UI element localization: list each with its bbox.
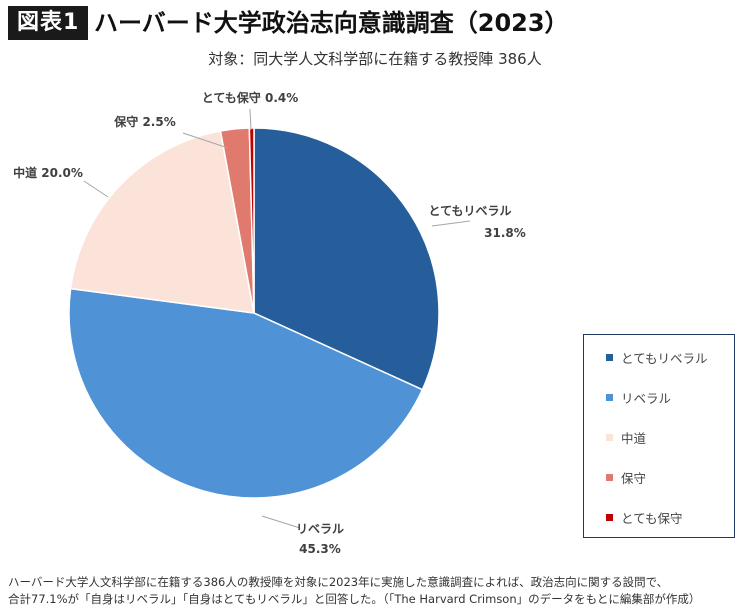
leader-line-very-conservative xyxy=(249,108,252,131)
figure-badge: 図表1 xyxy=(8,6,89,40)
chart-legend: とてもリベラル リベラル中道保守とても保守 xyxy=(583,334,735,538)
category-label-liberal: リベラル xyxy=(296,522,344,536)
legend-swatch-moderate xyxy=(606,433,613,441)
legend-swatch-very-liberal xyxy=(606,353,613,361)
leader-line-conservative xyxy=(182,132,229,149)
chart-title: ハーバード大学政治志向意識調査（2023） xyxy=(94,9,569,37)
leader-line-very-liberal xyxy=(431,220,471,227)
legend-item-conservative: 保守 xyxy=(606,467,646,487)
legend-item-very-liberal: とてもリベラル xyxy=(606,347,708,367)
legend-label-very-conservative: とても保守 xyxy=(621,510,683,526)
legend-item-moderate: 中道 xyxy=(606,427,646,447)
legend-label-liberal: リベラル xyxy=(621,390,672,406)
value-label-very-liberal: 31.8% xyxy=(484,226,526,240)
legend-swatch-liberal xyxy=(606,393,613,401)
footnote: ハーバード大学人文科学部に在籍する386人の教授陣を対象に2023年に実施した意… xyxy=(8,574,748,608)
leader-line-liberal xyxy=(261,515,301,529)
chart-subtitle: 対象：同大学人文科学部に在籍する教授陣 386人 xyxy=(208,50,542,68)
leader-line-moderate xyxy=(83,180,109,198)
data-label-moderate: 中道 20.0% xyxy=(13,165,83,180)
value-label-liberal: 45.3% xyxy=(299,542,341,556)
pie-slice-very-liberal xyxy=(253,127,440,391)
pie-chart: とてもリベラル 31.8% リベラル 45.3% 中道 20.0% 保守 2.5% とても保… xyxy=(13,90,526,556)
legend-label-moderate: 中道 xyxy=(621,430,647,446)
data-label-conservative: 保守 2.5% xyxy=(113,114,175,129)
legend-swatch-very-conservative xyxy=(606,513,613,521)
legend-label-very-liberal: とてもリベラル xyxy=(621,350,708,366)
legend-item-liberal: リベラル xyxy=(606,387,671,407)
pie-slice-very-conservative xyxy=(248,127,255,314)
footnote-line-1: ハーバード大学人文科学部に在籍する386人の教授陣を対象に2023年に実施した意… xyxy=(8,575,669,589)
category-label-very-liberal: とてもリベラル xyxy=(428,204,511,218)
data-label-very-conservative: とても保守 0.4% xyxy=(202,90,299,105)
legend-item-very-conservative: とても保守 xyxy=(606,507,683,527)
legend-label-conservative: 保守 xyxy=(621,470,647,486)
footnote-line-2: 合計77.1%が「自身はリベラル」「自身はとてもリベラル」と回答した。（「The… xyxy=(8,592,701,606)
legend-swatch-conservative xyxy=(606,473,613,481)
pie-slice-liberal xyxy=(68,287,424,499)
pie-slice-moderate xyxy=(69,130,255,314)
